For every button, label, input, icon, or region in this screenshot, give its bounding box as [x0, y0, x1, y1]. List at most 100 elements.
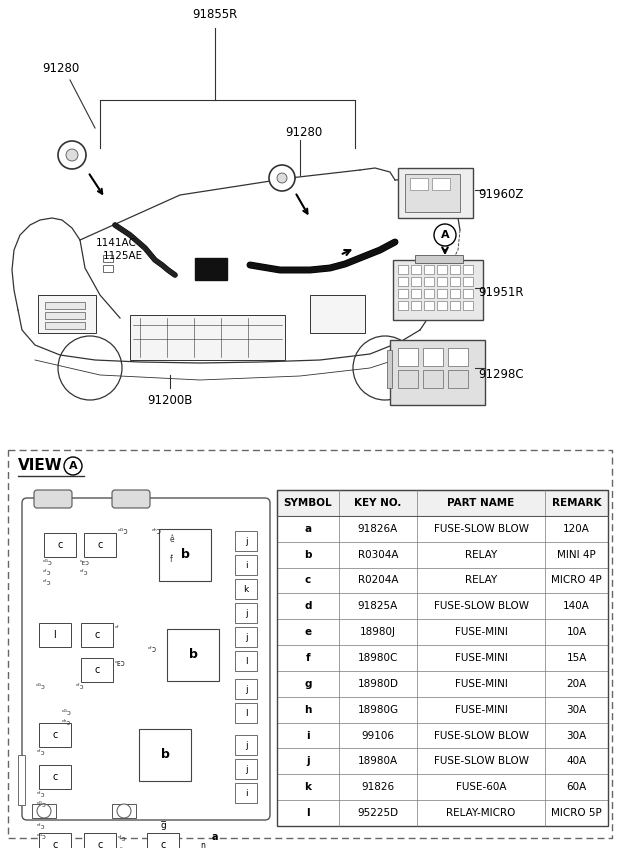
Text: j: j [245, 765, 247, 773]
FancyBboxPatch shape [235, 679, 257, 699]
Text: ᶜᴳɔ: ᶜᴳɔ [43, 560, 53, 566]
Text: c: c [305, 576, 311, 585]
FancyBboxPatch shape [39, 765, 71, 789]
Text: MICRO 4P: MICRO 4P [551, 576, 602, 585]
Text: VIEW: VIEW [18, 459, 63, 473]
Text: c: c [97, 540, 103, 550]
Text: ᶜᶠ: ᶜᶠ [115, 624, 120, 633]
FancyBboxPatch shape [235, 579, 257, 599]
FancyBboxPatch shape [398, 289, 408, 298]
FancyBboxPatch shape [450, 265, 460, 274]
FancyBboxPatch shape [410, 178, 428, 190]
Text: c: c [52, 772, 58, 782]
Text: FUSE-MINI: FUSE-MINI [454, 653, 507, 663]
Text: 91280: 91280 [42, 62, 79, 75]
Text: ᶜᴳɔ: ᶜᴳɔ [37, 802, 46, 808]
FancyBboxPatch shape [159, 529, 211, 581]
Text: R0304A: R0304A [358, 550, 398, 560]
Text: l: l [245, 708, 247, 717]
Text: 20A: 20A [567, 679, 587, 689]
FancyBboxPatch shape [112, 490, 150, 508]
FancyBboxPatch shape [235, 531, 257, 551]
Text: j: j [306, 756, 310, 767]
FancyBboxPatch shape [18, 755, 25, 805]
Text: 91951R: 91951R [478, 286, 523, 298]
FancyBboxPatch shape [235, 555, 257, 575]
Text: 18980C: 18980C [358, 653, 398, 663]
FancyBboxPatch shape [34, 490, 72, 508]
FancyBboxPatch shape [235, 603, 257, 623]
FancyBboxPatch shape [437, 301, 447, 310]
FancyBboxPatch shape [424, 301, 434, 310]
FancyBboxPatch shape [235, 651, 257, 671]
Text: f̂: f̂ [170, 555, 173, 564]
FancyBboxPatch shape [448, 370, 468, 388]
FancyBboxPatch shape [112, 804, 136, 818]
FancyBboxPatch shape [39, 833, 71, 848]
Text: FUSE-60A: FUSE-60A [456, 782, 507, 792]
Text: n: n [200, 841, 205, 848]
Text: c: c [161, 840, 166, 848]
Circle shape [64, 457, 82, 475]
Text: RELAY: RELAY [465, 576, 497, 585]
FancyBboxPatch shape [390, 340, 485, 405]
FancyBboxPatch shape [277, 594, 608, 619]
Text: c: c [57, 540, 63, 550]
Text: g: g [304, 679, 312, 689]
Text: FUSE-MINI: FUSE-MINI [454, 628, 507, 637]
FancyBboxPatch shape [411, 289, 421, 298]
Text: ᶜᶠɔ: ᶜᶠɔ [37, 750, 45, 756]
FancyBboxPatch shape [235, 703, 257, 723]
Text: ᶜʰɔ: ᶜʰɔ [152, 527, 162, 535]
FancyBboxPatch shape [235, 735, 257, 755]
FancyBboxPatch shape [22, 498, 270, 820]
Text: 15A: 15A [566, 653, 587, 663]
Text: 30A: 30A [567, 705, 587, 715]
FancyBboxPatch shape [463, 301, 473, 310]
Text: FUSE-MINI: FUSE-MINI [454, 705, 507, 715]
Text: b: b [304, 550, 312, 560]
FancyBboxPatch shape [32, 804, 56, 818]
Text: ê: ê [170, 534, 175, 544]
Text: c: c [94, 665, 100, 675]
Text: 91280: 91280 [285, 126, 322, 138]
Text: ᶜᴇɔ: ᶜᴇɔ [115, 659, 126, 667]
Text: ᶜᶠɔ: ᶜᶠɔ [148, 644, 157, 654]
Text: FUSE-SLOW BLOW: FUSE-SLOW BLOW [433, 730, 528, 740]
Text: MICRO 5P: MICRO 5P [551, 808, 602, 818]
FancyBboxPatch shape [103, 255, 113, 262]
Text: 18980G: 18980G [358, 705, 399, 715]
FancyBboxPatch shape [423, 370, 443, 388]
FancyBboxPatch shape [424, 265, 434, 274]
FancyBboxPatch shape [310, 295, 365, 333]
Text: FUSE-MINI: FUSE-MINI [454, 679, 507, 689]
FancyBboxPatch shape [393, 260, 483, 320]
FancyBboxPatch shape [45, 312, 85, 319]
Text: j: j [245, 740, 247, 750]
FancyBboxPatch shape [84, 833, 116, 848]
Text: g̅: g̅ [160, 821, 166, 829]
FancyBboxPatch shape [405, 174, 460, 212]
Text: ᶜᶠɔ: ᶜᶠɔ [80, 570, 89, 576]
Text: ᶜᴳɔ: ᶜᴳɔ [118, 527, 128, 535]
FancyBboxPatch shape [39, 723, 71, 747]
Text: 140A: 140A [563, 601, 590, 611]
FancyBboxPatch shape [437, 277, 447, 286]
Text: RELAY: RELAY [465, 550, 497, 560]
FancyBboxPatch shape [103, 265, 113, 272]
Text: c: c [52, 730, 58, 740]
Text: ᶜᶠɔ: ᶜᶠɔ [118, 836, 126, 842]
Text: MINI 4P: MINI 4P [557, 550, 596, 560]
Text: k: k [304, 782, 311, 792]
FancyBboxPatch shape [398, 370, 418, 388]
FancyBboxPatch shape [277, 619, 608, 645]
Circle shape [277, 173, 287, 183]
Text: KEY NO.: KEY NO. [354, 498, 402, 508]
FancyBboxPatch shape [450, 277, 460, 286]
Text: l: l [306, 808, 310, 818]
FancyBboxPatch shape [463, 277, 473, 286]
FancyBboxPatch shape [235, 627, 257, 647]
Text: e: e [304, 628, 312, 637]
Text: k: k [244, 584, 249, 594]
FancyBboxPatch shape [84, 533, 116, 557]
